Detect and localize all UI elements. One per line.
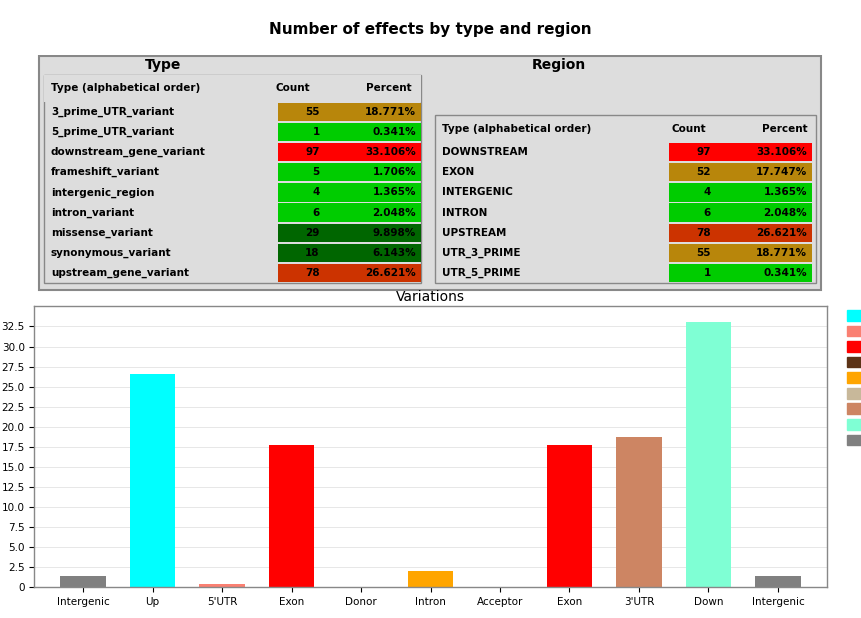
Text: intergenic_region: intergenic_region <box>51 187 154 198</box>
Text: UTR_3_PRIME: UTR_3_PRIME <box>442 248 521 258</box>
Text: 5_prime_UTR_variant: 5_prime_UTR_variant <box>51 127 174 137</box>
Text: UPSTREAM: UPSTREAM <box>442 227 506 238</box>
Bar <box>130 374 175 587</box>
Text: 78: 78 <box>696 227 710 238</box>
Bar <box>435 115 816 283</box>
Text: 78: 78 <box>305 268 319 278</box>
Text: EXON: EXON <box>442 167 474 177</box>
Bar <box>616 436 661 587</box>
Text: 3_prime_UTR_variant: 3_prime_UTR_variant <box>51 107 174 117</box>
Bar <box>669 163 812 182</box>
Text: 0.341%: 0.341% <box>764 268 808 278</box>
Bar <box>278 123 421 142</box>
Bar <box>686 321 731 587</box>
Bar <box>278 264 421 282</box>
Text: 9.898%: 9.898% <box>373 227 416 238</box>
Bar <box>44 75 421 102</box>
Text: synonymous_variant: synonymous_variant <box>51 248 171 258</box>
Text: 4: 4 <box>313 187 319 198</box>
Text: 1.365%: 1.365% <box>373 187 416 198</box>
Text: Type (alphabetical order): Type (alphabetical order) <box>51 83 201 93</box>
Text: 29: 29 <box>306 227 319 238</box>
Text: INTRON: INTRON <box>442 208 487 218</box>
Bar <box>408 570 453 587</box>
Text: 55: 55 <box>697 248 710 258</box>
Bar <box>278 224 421 242</box>
Text: Count: Count <box>672 124 706 133</box>
Text: Percent: Percent <box>366 83 412 93</box>
Text: Type (alphabetical order): Type (alphabetical order) <box>442 124 592 133</box>
Text: Count: Count <box>276 83 311 93</box>
Text: 2.048%: 2.048% <box>764 208 808 218</box>
Bar <box>44 75 421 283</box>
Text: 18.771%: 18.771% <box>756 248 808 258</box>
Text: DOWNSTREAM: DOWNSTREAM <box>442 147 528 157</box>
Text: 1: 1 <box>313 127 319 137</box>
Text: 2.048%: 2.048% <box>373 208 416 218</box>
Text: Number of effects by type and region: Number of effects by type and region <box>269 22 592 37</box>
Text: 5: 5 <box>313 167 319 177</box>
Text: downstream_gene_variant: downstream_gene_variant <box>51 147 206 158</box>
Bar <box>669 264 812 282</box>
Bar <box>269 445 314 587</box>
Bar <box>278 163 421 182</box>
Bar <box>669 224 812 242</box>
Bar <box>547 445 592 587</box>
Text: UTR_5_PRIME: UTR_5_PRIME <box>442 268 521 278</box>
Text: missense_variant: missense_variant <box>51 227 153 238</box>
Text: 1: 1 <box>703 268 710 278</box>
Legend: Upstream, 5'UTR, Exon, Splice Donor, Intron, Splice Acceptor, 3'UTR, Downstream,: Upstream, 5'UTR, Exon, Splice Donor, Int… <box>843 306 861 449</box>
Bar <box>60 576 106 587</box>
Text: 0.341%: 0.341% <box>373 127 416 137</box>
Text: 26.621%: 26.621% <box>757 227 808 238</box>
Bar <box>669 243 812 262</box>
Text: 33.106%: 33.106% <box>365 147 416 157</box>
Text: 6: 6 <box>703 208 710 218</box>
Text: 97: 97 <box>305 147 319 157</box>
Text: 97: 97 <box>697 147 710 157</box>
Bar <box>278 184 421 201</box>
Text: 6: 6 <box>313 208 319 218</box>
Bar <box>669 184 812 201</box>
Text: 6.143%: 6.143% <box>373 248 416 258</box>
Bar <box>755 576 801 587</box>
Bar <box>200 585 245 587</box>
Text: Percent: Percent <box>762 124 808 133</box>
Text: 1.365%: 1.365% <box>764 187 808 198</box>
Text: 18.771%: 18.771% <box>365 107 416 117</box>
Text: frameshift_variant: frameshift_variant <box>51 167 160 177</box>
Text: 4: 4 <box>703 187 710 198</box>
Text: intron_variant: intron_variant <box>51 208 134 218</box>
Text: upstream_gene_variant: upstream_gene_variant <box>51 268 189 278</box>
Text: INTERGENIC: INTERGENIC <box>442 187 513 198</box>
Text: 26.621%: 26.621% <box>365 268 416 278</box>
Text: Type: Type <box>145 59 182 72</box>
Bar <box>669 203 812 222</box>
Text: 55: 55 <box>305 107 319 117</box>
Bar <box>278 243 421 262</box>
Text: 17.747%: 17.747% <box>756 167 808 177</box>
Text: Region: Region <box>532 59 586 72</box>
Bar <box>278 103 421 121</box>
Title: Variations: Variations <box>396 290 465 304</box>
Text: 52: 52 <box>697 167 710 177</box>
Text: 33.106%: 33.106% <box>757 147 808 157</box>
Text: 18: 18 <box>305 248 319 258</box>
Text: 1.706%: 1.706% <box>373 167 416 177</box>
Bar <box>278 203 421 222</box>
Bar <box>278 143 421 161</box>
Bar <box>669 143 812 161</box>
